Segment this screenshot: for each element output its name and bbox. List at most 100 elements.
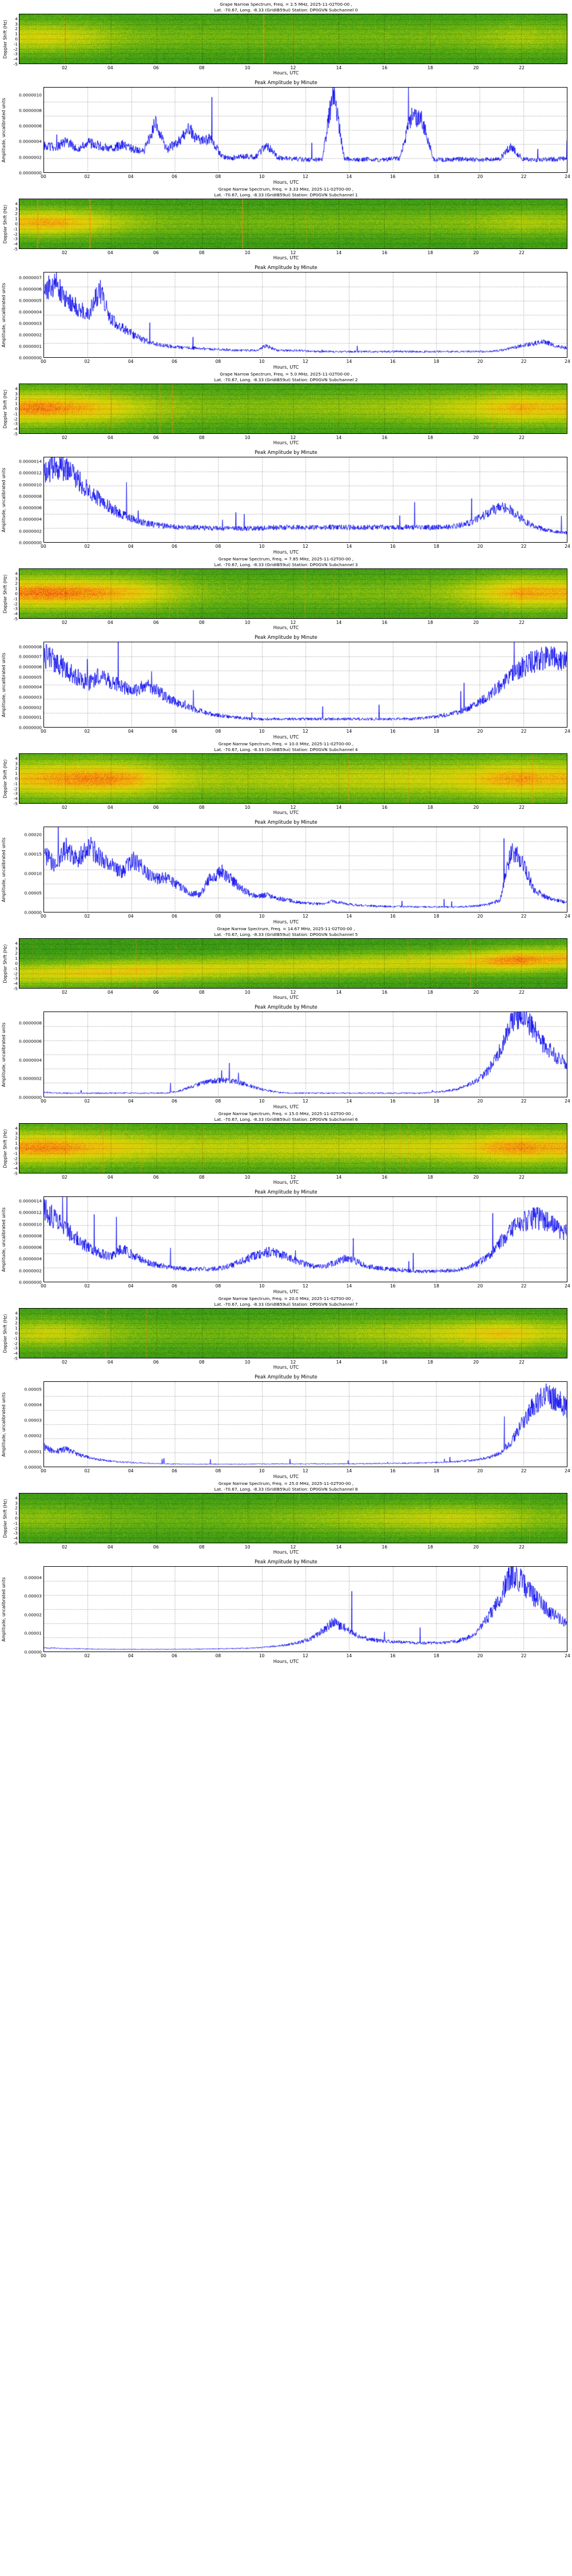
spectrogram-y-tick: -1 bbox=[13, 41, 18, 47]
spectrogram-x-tick: 06 bbox=[153, 1175, 159, 1180]
spectrogram-title-line1: Grape Narrow Spectrum, Freq. = 3.33 MHz,… bbox=[218, 187, 354, 192]
amplitude-x-tick: 18 bbox=[434, 1283, 439, 1289]
amplitude-y-tick: 0.0000008 bbox=[19, 108, 42, 113]
spectrogram-x-tick: 06 bbox=[153, 990, 159, 995]
amplitude-plot-area[interactable] bbox=[43, 457, 567, 543]
amplitude-plot-area[interactable] bbox=[43, 272, 567, 358]
amplitude-x-tick: 20 bbox=[477, 914, 483, 919]
amplitude-block: Peak Amplitude by Minute Amplitude, uncal… bbox=[0, 815, 572, 924]
spectrogram-y-tick: -4 bbox=[13, 426, 18, 432]
amplitude-x-tick: 24 bbox=[565, 174, 570, 179]
spectrogram-title: Grape Narrow Spectrum, Freq. = 7.85 MHz,… bbox=[0, 555, 572, 567]
spectrogram-y-ticks: 4 3 2 1 0 -1 -2 -3 -4 -5 bbox=[8, 753, 18, 806]
spectrogram-plot-area[interactable] bbox=[19, 14, 567, 64]
amplitude-y-ticks: 0.0000000 0.0000002 0.0000004 0.0000006 0.00… bbox=[7, 1012, 43, 1099]
amplitude-x-ticks: 00 02 04 06 08 10 12 14 16 18 20 22 24 bbox=[41, 543, 570, 550]
spectrogram-x-tick: 02 bbox=[62, 65, 67, 70]
amplitude-block: Peak Amplitude by Minute Amplitude, uncal… bbox=[0, 1555, 572, 1664]
spectrogram-x-tick: 08 bbox=[198, 1360, 205, 1365]
amplitude-plot-area[interactable] bbox=[43, 1381, 567, 1467]
spectrogram-x-axis-label: Hours, UTC bbox=[273, 1550, 299, 1555]
amplitude-y-tick: 0.00001 bbox=[24, 1630, 42, 1636]
spectrogram-plot-area[interactable] bbox=[19, 568, 567, 619]
amplitude-y-axis-label: Amplitude, uncalibrated units bbox=[1, 837, 7, 902]
amplitude-y-tick: 0.0000002 bbox=[19, 332, 42, 338]
amplitude-x-tick: 24 bbox=[565, 1283, 570, 1289]
spectrogram-y-tick: 0 bbox=[15, 961, 18, 966]
amplitude-x-axis-label: Hours, UTC bbox=[273, 365, 299, 370]
spectrogram-x-tick: 18 bbox=[427, 990, 434, 995]
amplitude-plot-area[interactable] bbox=[43, 827, 567, 912]
amplitude-x-tick: 14 bbox=[346, 1099, 352, 1104]
spectrogram-plot-area[interactable] bbox=[19, 938, 567, 989]
amplitude-x-axis-label: Hours, UTC bbox=[273, 1474, 299, 1479]
amplitude-x-tick: 14 bbox=[346, 729, 352, 734]
spectrogram-title-line1: Grape Narrow Spectrum, Freq. = 10.0 MHz,… bbox=[218, 741, 354, 746]
spectrogram-x-tick: 04 bbox=[107, 990, 113, 995]
spectrogram-x-tick: 22 bbox=[519, 65, 525, 70]
spectrogram-plot-area[interactable] bbox=[19, 384, 567, 434]
spectrogram-plot-area[interactable] bbox=[19, 199, 567, 249]
spectrogram-title: Grape Narrow Spectrum, Freq. = 10.0 MHz,… bbox=[0, 740, 572, 752]
spectrogram-x-tick: 08 bbox=[198, 805, 205, 810]
amplitude-y-tick: 0.0000004 bbox=[19, 516, 42, 522]
spectrogram-body: Doppler Shift (Hz) 4 3 2 1 0 -1 -2 -3 -4 -5 02 04 06 0… bbox=[0, 938, 572, 995]
spectrogram-plot-area[interactable] bbox=[19, 1493, 567, 1543]
amplitude-x-ticks: 00 02 04 06 08 10 12 14 16 18 20 22 24 bbox=[41, 173, 570, 180]
amplitude-x-tick: 10 bbox=[259, 1468, 265, 1473]
spectrogram-y-tick: 2 bbox=[15, 1135, 18, 1141]
amplitude-x-tick: 04 bbox=[128, 1468, 134, 1473]
spectrogram-y-tick: 3 bbox=[15, 945, 18, 951]
amplitude-block: Peak Amplitude by Minute Amplitude, uncal… bbox=[0, 76, 572, 185]
amplitude-plot-area[interactable] bbox=[43, 1566, 567, 1652]
spectrogram-x-tick: 02 bbox=[62, 805, 67, 810]
amplitude-y-tick: 0.0000006 bbox=[19, 1244, 42, 1250]
amplitude-x-tick: 04 bbox=[128, 729, 134, 734]
spectrogram-body: Doppler Shift (Hz) 4 3 2 1 0 -1 -2 -3 -4 -5 02 04 06 0… bbox=[0, 1308, 572, 1365]
amplitude-x-tick: 10 bbox=[259, 544, 265, 549]
amplitude-plot-area[interactable] bbox=[43, 1196, 567, 1282]
spectrogram-y-tick: 1 bbox=[15, 1325, 18, 1331]
spectrogram-block: Grape Narrow Spectrum, Freq. = 25.0 MHz,… bbox=[0, 1479, 572, 1555]
spectrogram-title-line1: Grape Narrow Spectrum, Freq. = 7.85 MHz,… bbox=[218, 556, 354, 562]
amplitude-x-axis-label: Hours, UTC bbox=[273, 1289, 299, 1294]
amplitude-x-tick: 22 bbox=[521, 359, 527, 364]
spectrogram-title-line2: Lat. -70.67, Long. -8.33 (GridIB59ui) St… bbox=[214, 1301, 358, 1307]
amplitude-x-ticks: 00 02 04 06 08 10 12 14 16 18 20 22 24 bbox=[41, 728, 570, 735]
amplitude-x-axis-label: Hours, UTC bbox=[273, 550, 299, 555]
spectrogram-x-tick: 22 bbox=[519, 435, 525, 440]
spectrogram-title-line2: Lat. -70.67, Long. -8.33 (GridIB59ui) St… bbox=[214, 931, 358, 937]
spectrogram-title: Grape Narrow Spectrum, Freq. = 5.0 MHz, … bbox=[0, 370, 572, 382]
spectrogram-canvas bbox=[19, 199, 567, 248]
spectrogram-title-line1: Grape Narrow Spectrum, Freq. = 5.0 MHz, … bbox=[220, 372, 352, 377]
amplitude-x-tick: 08 bbox=[215, 1468, 221, 1473]
amplitude-x-tick: 04 bbox=[128, 359, 134, 364]
amplitude-y-tick: 0.0000008 bbox=[19, 1233, 42, 1239]
amplitude-y-tick: 0.0000007 bbox=[19, 654, 42, 659]
amplitude-plot-area[interactable] bbox=[43, 87, 567, 173]
amplitude-x-tick: 02 bbox=[84, 729, 90, 734]
amplitude-x-ticks: 00 02 04 06 08 10 12 14 16 18 20 22 24 bbox=[41, 358, 570, 365]
spectrogram-y-tick: -4 bbox=[13, 981, 18, 986]
spectrogram-y-tick: 2 bbox=[15, 1505, 18, 1511]
amplitude-canvas bbox=[44, 1382, 567, 1467]
amplitude-body: Amplitude, uncalibrated units 0.0000000 0.… bbox=[0, 457, 572, 549]
spectrogram-y-tick: -3 bbox=[13, 791, 18, 796]
amplitude-x-tick: 04 bbox=[128, 1653, 134, 1658]
spectrogram-plot-area[interactable] bbox=[19, 753, 567, 804]
amplitude-y-tick: 0.00010 bbox=[24, 871, 42, 876]
amplitude-y-tick: 0.0000000 bbox=[19, 1279, 42, 1285]
amplitude-block: Peak Amplitude by Minute Amplitude, uncal… bbox=[0, 630, 572, 740]
spectrogram-x-tick: 10 bbox=[244, 1175, 251, 1180]
spectrogram-x-tick: 12 bbox=[290, 65, 296, 70]
spectrogram-y-tick: -2 bbox=[13, 1340, 18, 1346]
amplitude-plot-area[interactable] bbox=[43, 642, 567, 728]
amplitude-plot-area[interactable] bbox=[43, 1012, 567, 1097]
spectrogram-plot-area[interactable] bbox=[19, 1123, 567, 1174]
spectrogram-canvas bbox=[19, 1309, 567, 1358]
spectrogram-x-tick: 16 bbox=[382, 1544, 388, 1550]
amplitude-x-tick: 22 bbox=[521, 544, 527, 549]
amplitude-x-tick: 06 bbox=[172, 1283, 177, 1289]
spectrogram-plot-area[interactable] bbox=[19, 1308, 567, 1358]
